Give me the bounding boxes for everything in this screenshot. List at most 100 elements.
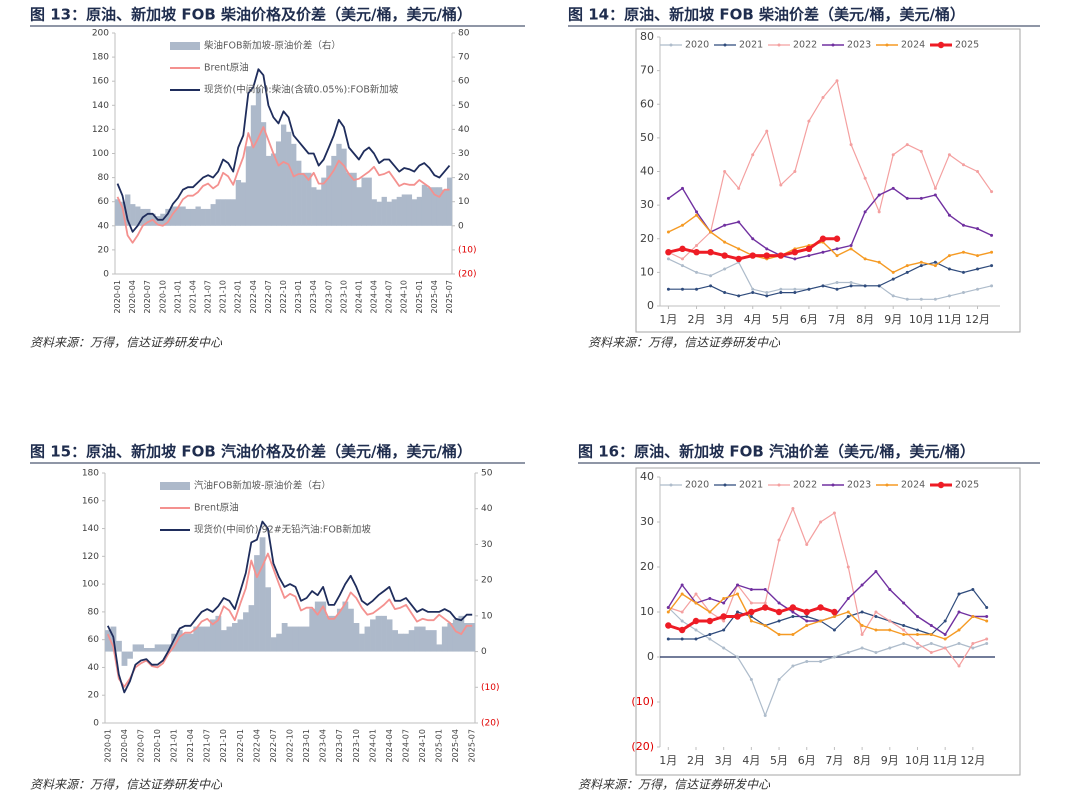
y2-tick-label: 50: [458, 101, 470, 111]
season-point: [722, 601, 726, 605]
spread-bar: [469, 623, 476, 652]
season-point: [971, 588, 975, 591]
season-point: [985, 615, 989, 618]
chart-frame: [635, 28, 1021, 333]
spread-bar: [291, 143, 297, 226]
season-point: [860, 610, 864, 614]
season-point: [695, 287, 699, 291]
spread-bar: [187, 633, 194, 652]
spread-bar: [326, 165, 332, 226]
spread-bar: [431, 187, 438, 226]
season-point: [849, 143, 853, 147]
season-line: [668, 258, 992, 300]
season-point: [791, 615, 795, 618]
season-point: [807, 254, 811, 258]
x-tick-label: 11月: [937, 313, 962, 326]
spread-bar: [281, 623, 288, 652]
spread-bar: [361, 177, 367, 226]
season-point: [805, 660, 809, 663]
spread-bar: [165, 208, 171, 226]
spread-bar: [254, 555, 260, 652]
season-point: [819, 660, 823, 663]
season-point: [723, 170, 727, 173]
spread-bar: [425, 630, 432, 652]
legend-marker: [723, 483, 727, 487]
spread-bar: [171, 633, 178, 652]
spread-bar: [204, 626, 211, 652]
season-point: [874, 610, 878, 614]
x-tick-label: 2022-01: [236, 729, 245, 762]
y-tick-label: 140: [82, 524, 99, 534]
y-tick-label: 10: [640, 605, 654, 618]
spread-bar: [463, 623, 470, 652]
y-tick-label: 0: [647, 299, 654, 312]
spread-bar: [320, 601, 327, 652]
season-point: [902, 633, 906, 636]
season-point: [680, 257, 684, 261]
x-tick-label: 11月: [933, 754, 958, 767]
y-tick-label: 80: [98, 173, 110, 183]
season-point: [720, 613, 727, 620]
season-point: [846, 565, 850, 569]
season-point: [736, 610, 740, 614]
spread-bar: [265, 155, 272, 226]
x-tick-label: 4月: [744, 313, 762, 326]
spread-bar: [336, 143, 342, 226]
season-point: [961, 270, 965, 274]
legend-marker: [669, 43, 673, 47]
y2-tick-label: 50: [481, 469, 493, 479]
season-point: [877, 284, 881, 288]
spread-bar: [143, 648, 150, 652]
season-point: [863, 210, 867, 214]
season-point: [680, 287, 684, 291]
x-tick-label: 3月: [715, 754, 733, 767]
season-point: [666, 606, 670, 609]
season-point: [860, 583, 864, 587]
spread-bar: [193, 626, 200, 652]
season-point: [665, 249, 672, 256]
season-point: [694, 637, 698, 641]
spread-bar: [155, 216, 161, 226]
x-tick-label: 2022-04: [249, 280, 258, 313]
x-tick-label: 6月: [798, 754, 816, 767]
x-tick-label: 2020-01: [113, 280, 122, 313]
x-tick-label: 1月: [659, 313, 677, 326]
spread-bar: [165, 644, 172, 652]
y2-tick-label: (20): [458, 270, 476, 280]
spread-bar: [356, 187, 362, 226]
season-point: [763, 601, 767, 605]
season-point: [791, 633, 795, 636]
season-point: [990, 233, 994, 237]
spread-bar: [436, 644, 443, 652]
y-tick-label: 20: [88, 691, 100, 701]
season-point: [779, 287, 783, 291]
spread-bar: [392, 630, 398, 652]
season-point: [680, 619, 684, 623]
spread-bar: [225, 199, 231, 226]
season-point: [915, 642, 919, 645]
season-point: [751, 153, 755, 157]
season-point: [961, 250, 965, 254]
season-point: [775, 608, 783, 616]
x-tick-label: 2024-04: [385, 729, 394, 762]
season-point: [709, 284, 713, 288]
legend-label: Brent原油: [194, 502, 239, 514]
season-point: [874, 651, 878, 654]
season-point: [737, 247, 741, 251]
y2-tick-label: (20): [481, 719, 499, 729]
x-tick-label: 2023-07: [324, 280, 333, 313]
spread-bar: [135, 206, 141, 226]
x-tick-label: 2023-10: [352, 729, 361, 762]
x-tick-label: 2023-07: [335, 729, 344, 762]
season-point: [947, 294, 951, 298]
season-point: [846, 651, 850, 654]
spread-bar: [436, 187, 443, 226]
season-point: [919, 264, 923, 268]
spread-bar: [220, 630, 227, 652]
season-point: [905, 143, 909, 147]
spread-bar: [331, 155, 337, 226]
x-tick-label: 2025-07: [468, 729, 477, 762]
spread-bar: [182, 633, 189, 652]
spread-bar: [287, 626, 294, 652]
season-point: [734, 613, 741, 620]
